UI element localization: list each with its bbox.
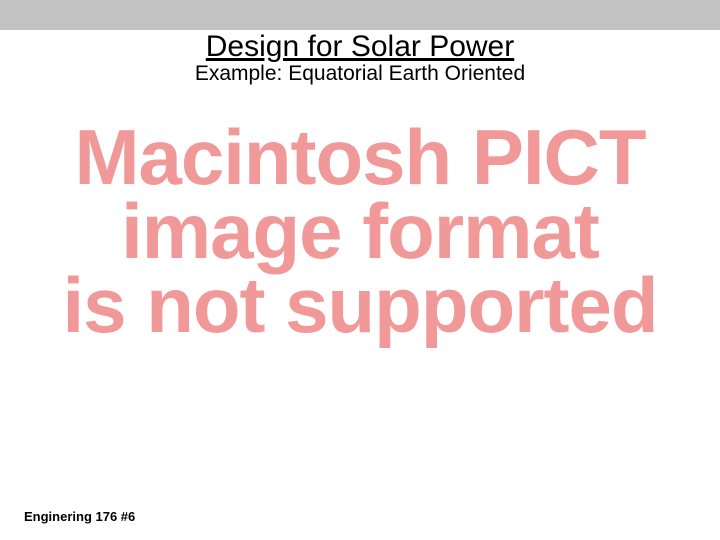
slide-title: Design for Solar Power [0, 30, 720, 64]
slide-header: Design for Solar Power Example: Equatori… [0, 30, 720, 86]
slide-subtitle: Example: Equatorial Earth Oriented [0, 62, 720, 86]
error-line-2: image format [0, 194, 720, 268]
error-line-3: is not supported [0, 268, 720, 342]
slide-footer: Enginering 176 #6 [24, 509, 135, 524]
pict-unsupported-message: Macintosh PICT image format is not suppo… [0, 120, 720, 342]
error-line-1: Macintosh PICT [0, 120, 720, 194]
top-gray-bar [0, 0, 720, 30]
